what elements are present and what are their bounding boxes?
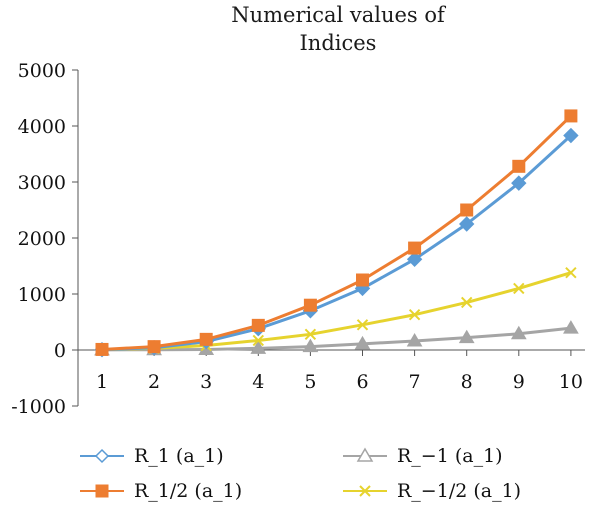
data-point-r1 [458, 216, 475, 232]
x-tick-label: 3 [200, 371, 212, 393]
series-layer [94, 109, 579, 358]
x-tick-label: 4 [252, 371, 264, 393]
legend-label-r-minus-half: R_−1/2 (a_1) [397, 480, 521, 502]
series-r-half [95, 109, 578, 356]
legend-marker-r1 [80, 448, 124, 464]
data-point-r-minus-half [252, 334, 265, 347]
y-tick-label: 0 [54, 340, 66, 362]
series-line-r-minus1 [101, 326, 572, 352]
data-point-r-minus1 [250, 340, 267, 354]
series-line-r1 [101, 134, 572, 352]
data-point-r-half [512, 159, 526, 173]
legend-marker-r-minus-half [343, 485, 387, 497]
y-tick-label: 1000 [18, 284, 66, 306]
data-point-r-half [564, 109, 578, 123]
data-point-r-minus-half [565, 267, 577, 279]
data-point-r-minus1 [510, 325, 527, 340]
x-tick-label: 7 [409, 371, 421, 393]
x-tick-label: 9 [513, 371, 525, 393]
x-tick-label: 2 [148, 371, 160, 393]
data-point-r-minus-half [356, 319, 369, 331]
data-point-r-minus-half [460, 296, 473, 309]
data-point-r1 [563, 127, 579, 144]
data-point-r-half [199, 332, 213, 346]
series-r-minus-half [96, 267, 577, 356]
data-point-r-minus1 [354, 335, 371, 350]
legend-item-r-minus1: R_−1 (a_1) [343, 445, 503, 467]
legend-symbol [359, 485, 371, 497]
x-axis-ticks: 1 2 3 4 5 6 7 8 9 10 [96, 350, 583, 393]
legend-symbol [356, 447, 374, 462]
data-point-r-half [95, 342, 109, 356]
x-tick-label: 10 [559, 371, 583, 393]
data-point-r-half [303, 298, 317, 312]
legend-label-r-half: R_1/2 (a_1) [134, 480, 242, 502]
data-point-r-half [460, 203, 474, 217]
y-tick-label: 3000 [18, 172, 66, 194]
legend-symbol [94, 448, 110, 464]
series-line-r-half [101, 114, 572, 351]
series-line-r-minus-half [101, 271, 572, 352]
legend-marker-r-half [80, 484, 124, 498]
data-point-r-minus-half [513, 282, 525, 295]
chart-title-line-1: Numerical values of [231, 3, 447, 27]
data-point-r-half [251, 318, 265, 332]
legend-item-r-half: R_1/2 (a_1) [80, 480, 242, 502]
data-point-r-minus1 [563, 320, 579, 334]
data-point-r-minus1 [458, 329, 475, 344]
y-axis-ticks: -1000 0 1000 2000 3000 4000 5000 [11, 60, 78, 418]
data-point-r-half [356, 273, 369, 287]
y-tick-label: 4000 [18, 116, 66, 138]
x-tick-label: 6 [356, 371, 368, 393]
data-point-r-half [147, 340, 161, 354]
legend-label-r-minus1: R_−1 (a_1) [397, 445, 503, 467]
data-point-r-minus-half [304, 328, 317, 341]
legend-label-r1: R_1 (a_1) [134, 445, 224, 467]
data-point-r1 [511, 175, 527, 191]
legend-item-r1: R_1 (a_1) [80, 445, 224, 467]
chart-title-line-2: Indices [300, 31, 377, 55]
x-tick-label: 8 [461, 371, 473, 393]
data-point-r1 [406, 251, 423, 267]
x-tick-label: 1 [96, 371, 108, 393]
legend-item-r-minus-half: R_−1/2 (a_1) [343, 480, 521, 502]
legend-symbol [95, 484, 109, 498]
series-r1 [94, 127, 579, 358]
data-point-r-minus-half [408, 309, 421, 321]
y-tick-label: 5000 [18, 60, 66, 82]
x-tick-label: 5 [304, 371, 316, 393]
data-point-r-half [408, 241, 422, 255]
y-tick-label: 2000 [18, 228, 66, 250]
legend: R_1 (a_1) R_1/2 (a_1) R_−1 (a_1) R_−1/2 … [80, 445, 521, 502]
y-tick-label: -1000 [11, 396, 66, 418]
data-point-r-minus1 [302, 338, 319, 353]
data-point-r-minus1 [406, 333, 423, 347]
legend-marker-r-minus1 [343, 447, 387, 462]
